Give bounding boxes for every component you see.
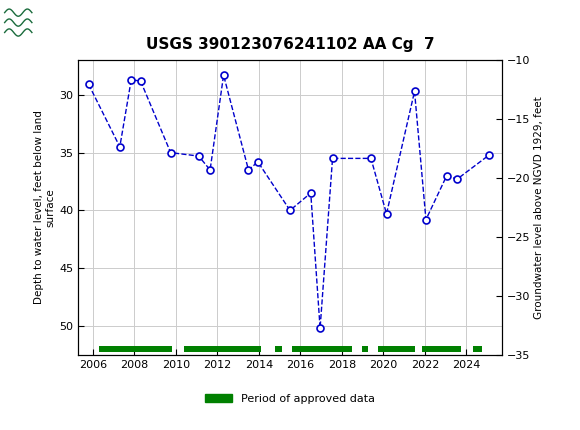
Y-axis label: Depth to water level, feet below land
surface: Depth to water level, feet below land su…: [34, 111, 55, 304]
Bar: [276, 346, 282, 353]
Bar: [184, 346, 261, 353]
Bar: [473, 346, 482, 353]
Title: USGS 390123076241102 AA Cg  7: USGS 390123076241102 AA Cg 7: [146, 37, 434, 52]
Y-axis label: Groundwater level above NGVD 1929, feet: Groundwater level above NGVD 1929, feet: [534, 96, 544, 319]
Bar: [99, 346, 172, 353]
Legend: Period of approved data: Period of approved data: [200, 389, 380, 408]
FancyBboxPatch shape: [3, 3, 72, 42]
Bar: [378, 346, 415, 353]
Bar: [361, 346, 368, 353]
Bar: [292, 346, 352, 353]
Text: USGS: USGS: [38, 14, 93, 31]
Bar: [422, 346, 461, 353]
